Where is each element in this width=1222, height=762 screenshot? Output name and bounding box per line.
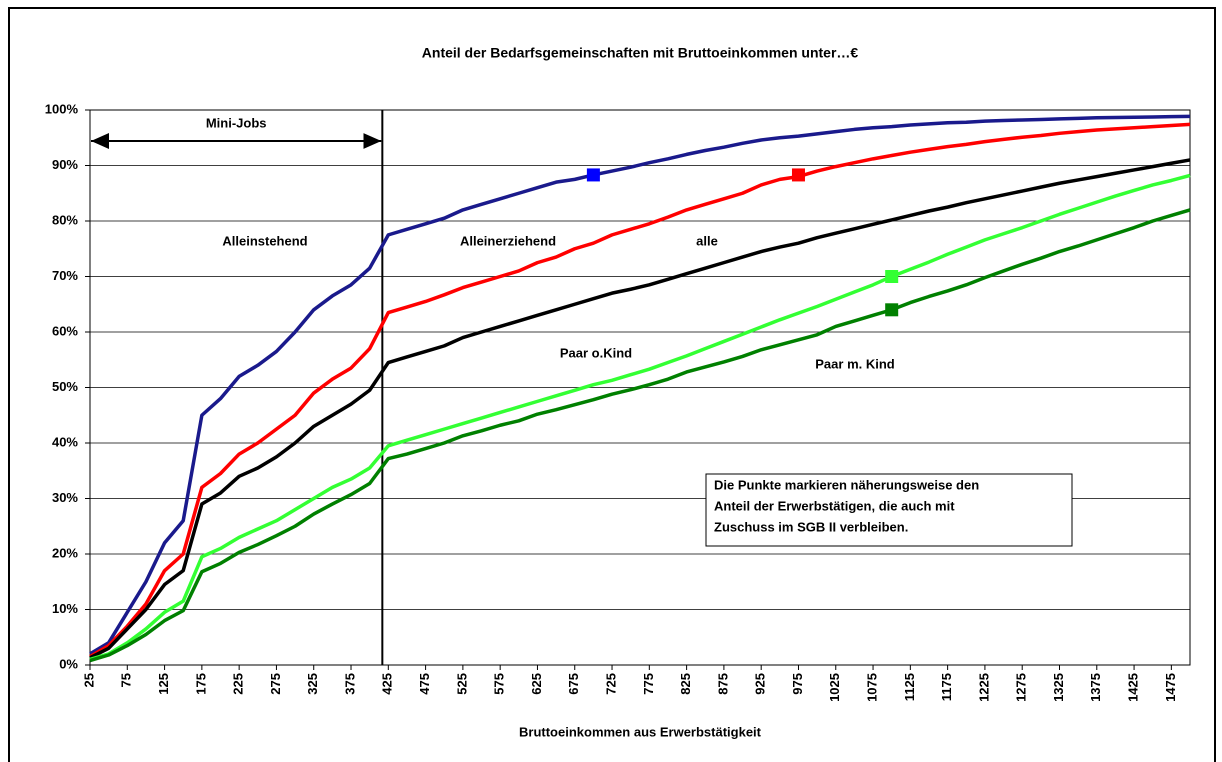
series-label: Paar m. Kind [815,356,895,371]
y-tick-label: 60% [52,323,78,338]
x-tick-label: 1225 [976,673,991,702]
y-tick-label: 30% [52,490,78,505]
x-tick-label: 775 [641,673,656,695]
x-tick-label: 925 [753,673,768,695]
x-tick-label: 175 [193,673,208,695]
x-tick-label: 825 [678,673,693,695]
point-marker [885,303,899,317]
point-marker [791,168,805,182]
point-marker [885,270,899,283]
x-axis-title: Bruttoeinkommen aus Erwerbstätigkeit [519,724,762,739]
y-tick-label: 0% [59,656,78,671]
series-line [89,122,1191,659]
series-line [89,158,1191,660]
x-tick-label: 425 [380,673,395,695]
note-text: Die Punkte markieren näherungsweise den [714,477,979,492]
x-tick-label: 875 [715,673,730,695]
x-tick-label: 1125 [902,673,917,701]
y-tick-label: 20% [52,545,78,560]
note-text: Zuschuss im SGB II verbleiben. [714,519,908,534]
y-tick-label: 100% [45,101,79,116]
x-tick-label: 675 [566,673,581,695]
x-tick-label: 475 [417,673,432,695]
x-tick-label: 1425 [1126,673,1141,702]
chart-title: Anteil der Bedarfsgemeinschaften mit Bru… [422,45,859,61]
series-label: alle [696,233,718,248]
x-tick-label: 625 [529,673,544,695]
x-tick-label: 1275 [1014,673,1029,702]
x-tick-label: 525 [454,673,469,695]
series-line [89,208,1191,663]
series-label: Paar o.Kind [560,345,632,360]
x-tick-label: 575 [492,673,507,695]
x-tick-label: 975 [790,673,805,695]
y-tick-label: 10% [52,601,78,616]
y-tick-label: 80% [52,212,78,227]
x-tick-label: 725 [603,673,618,695]
series-label: Alleinerziehend [460,233,556,248]
x-tick-label: 1025 [827,673,842,702]
series-label: Alleinstehend [222,233,307,248]
x-tick-label: 275 [268,673,283,695]
x-tick-label: 1075 [864,673,879,702]
series-line [89,114,1191,656]
x-tick-label: 1475 [1163,673,1178,702]
x-tick-label: 125 [156,673,171,695]
y-tick-label: 70% [52,268,78,283]
x-tick-label: 1175 [939,673,954,701]
x-tick-label: 1375 [1088,673,1103,702]
x-tick-label: 325 [305,673,320,695]
x-tick-label: 225 [231,673,246,695]
x-tick-label: 25 [81,673,96,687]
y-tick-label: 50% [52,379,78,394]
series-line [89,173,1191,662]
x-tick-label: 1325 [1051,673,1066,702]
x-tick-label: 75 [119,673,134,687]
note-box [705,473,1073,547]
mini-jobs-label: Mini-Jobs [206,115,267,130]
x-tick-label: 375 [342,673,357,695]
chart-frame [8,7,1216,762]
y-tick-label: 40% [52,434,78,449]
point-marker [586,168,600,182]
plot-area [89,109,1191,666]
note-text: Anteil der Erwerbstätigen, die auch mit [714,498,955,513]
y-tick-label: 90% [52,157,78,172]
